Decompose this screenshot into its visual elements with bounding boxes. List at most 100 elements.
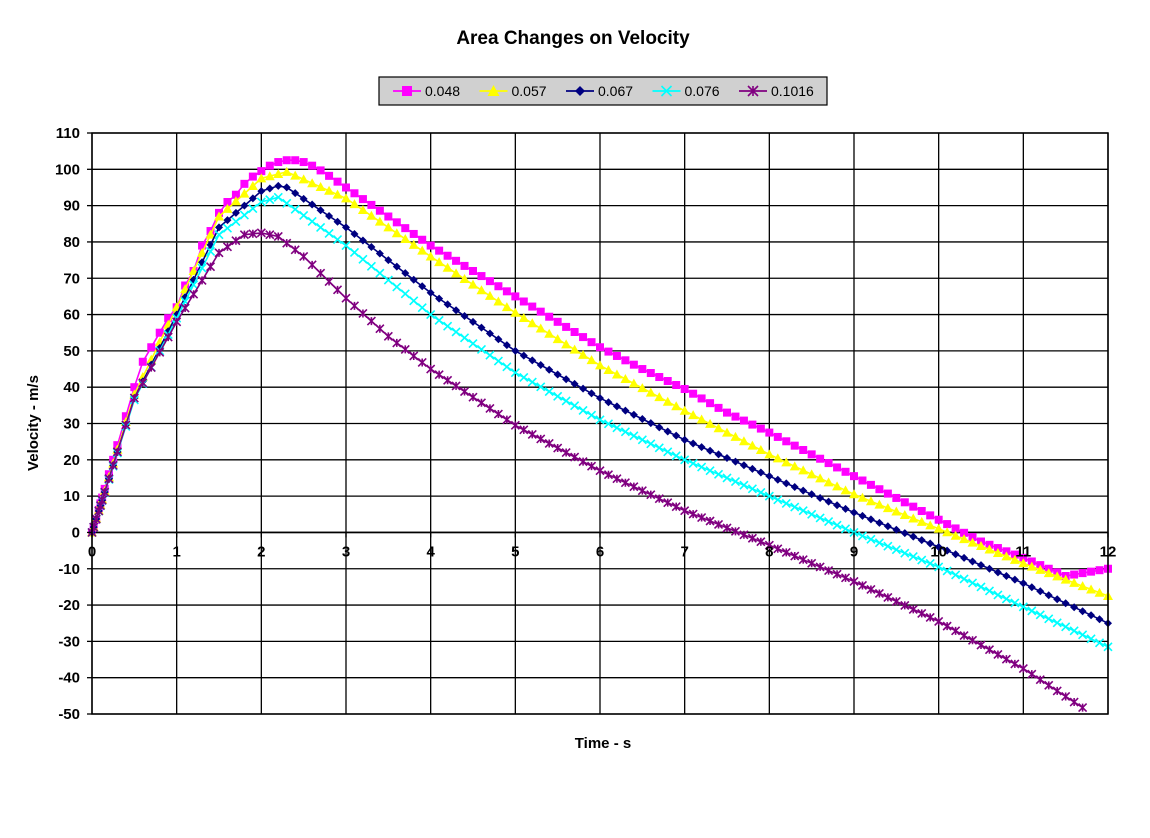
data-point bbox=[501, 302, 512, 312]
data-point bbox=[993, 568, 1002, 577]
data-point bbox=[951, 524, 960, 533]
data-point bbox=[799, 486, 808, 495]
data-point bbox=[604, 347, 613, 356]
data-point bbox=[925, 612, 935, 622]
data-point bbox=[273, 192, 283, 202]
data-point bbox=[857, 580, 868, 591]
data-point bbox=[612, 474, 622, 484]
data-point bbox=[299, 210, 309, 220]
data-point bbox=[198, 241, 207, 250]
tick-label-x: 10 bbox=[930, 543, 947, 560]
data-point bbox=[451, 327, 461, 337]
data-point bbox=[926, 539, 935, 548]
data-point bbox=[215, 223, 223, 232]
data-point bbox=[349, 247, 360, 258]
data-point bbox=[976, 640, 986, 650]
data-point bbox=[891, 596, 901, 606]
data-point bbox=[129, 393, 139, 403]
data-point bbox=[773, 495, 783, 505]
data-point bbox=[925, 558, 935, 569]
data-point bbox=[866, 534, 876, 544]
data-point bbox=[112, 447, 122, 457]
data-point bbox=[231, 208, 240, 217]
data-point bbox=[611, 369, 622, 379]
data-point bbox=[764, 491, 774, 501]
data-point bbox=[883, 522, 892, 531]
data-point bbox=[476, 398, 487, 408]
data-point bbox=[1010, 659, 1020, 669]
tick-label-y: -20 bbox=[58, 597, 80, 614]
data-point bbox=[967, 635, 978, 645]
data-point bbox=[646, 439, 656, 449]
data-point bbox=[579, 333, 588, 342]
legend-marker bbox=[747, 85, 759, 97]
data-point bbox=[417, 303, 427, 313]
data-point bbox=[384, 256, 393, 265]
data-point bbox=[552, 334, 563, 344]
legend-marker bbox=[487, 85, 500, 96]
data-point bbox=[1053, 595, 1062, 604]
tick-label-y: 40 bbox=[63, 379, 80, 396]
data-point bbox=[1061, 622, 1071, 632]
data-point bbox=[638, 414, 647, 423]
data-point bbox=[883, 541, 893, 551]
data-point bbox=[1087, 567, 1096, 576]
data-point bbox=[358, 236, 367, 245]
data-point bbox=[731, 412, 740, 421]
data-point bbox=[502, 415, 512, 425]
data-point bbox=[714, 403, 723, 412]
data-point bbox=[282, 156, 291, 165]
data-point bbox=[875, 485, 884, 494]
data-point bbox=[459, 386, 470, 397]
data-point bbox=[807, 558, 817, 568]
data-point bbox=[544, 438, 554, 449]
data-point bbox=[265, 230, 275, 240]
data-point bbox=[518, 313, 529, 323]
data-point bbox=[984, 586, 995, 596]
data-point bbox=[637, 383, 648, 393]
data-point bbox=[443, 251, 452, 260]
data-point bbox=[222, 242, 233, 252]
data-point bbox=[256, 197, 266, 207]
series-0-057 bbox=[87, 166, 1113, 600]
data-point bbox=[290, 245, 300, 255]
data-point bbox=[392, 218, 401, 227]
data-point bbox=[147, 343, 156, 352]
data-point bbox=[840, 485, 851, 495]
data-point bbox=[730, 431, 741, 441]
data-point bbox=[943, 546, 952, 555]
data-point bbox=[587, 338, 596, 347]
data-point bbox=[1052, 571, 1063, 581]
data-point bbox=[925, 520, 936, 530]
data-point bbox=[696, 414, 707, 424]
data-point bbox=[197, 275, 207, 285]
data-point bbox=[1094, 638, 1105, 648]
data-point bbox=[688, 458, 698, 469]
data-point bbox=[689, 389, 698, 398]
data-point bbox=[883, 489, 892, 498]
data-point bbox=[628, 378, 639, 388]
data-point bbox=[773, 544, 783, 554]
data-point bbox=[375, 206, 384, 215]
data-point bbox=[798, 506, 808, 516]
data-point bbox=[1026, 561, 1037, 571]
data-point bbox=[273, 231, 283, 242]
data-point bbox=[561, 339, 572, 349]
data-point bbox=[341, 193, 351, 203]
data-point bbox=[316, 206, 325, 215]
data-point bbox=[367, 200, 376, 209]
y-axis-title: Velocity - m/s bbox=[25, 375, 42, 471]
data-point bbox=[527, 429, 537, 439]
data-point bbox=[722, 473, 732, 483]
data-point bbox=[840, 524, 851, 534]
data-point bbox=[291, 189, 300, 198]
data-point bbox=[91, 514, 101, 524]
data-point bbox=[1052, 686, 1062, 696]
data-point bbox=[1094, 587, 1105, 597]
data-point bbox=[883, 592, 893, 603]
data-point bbox=[358, 308, 368, 319]
data-point bbox=[248, 203, 258, 214]
legend: 0.048 0.057 0.067 0.076 0.1016 bbox=[378, 76, 828, 106]
data-point bbox=[832, 481, 843, 491]
data-point bbox=[756, 487, 766, 498]
